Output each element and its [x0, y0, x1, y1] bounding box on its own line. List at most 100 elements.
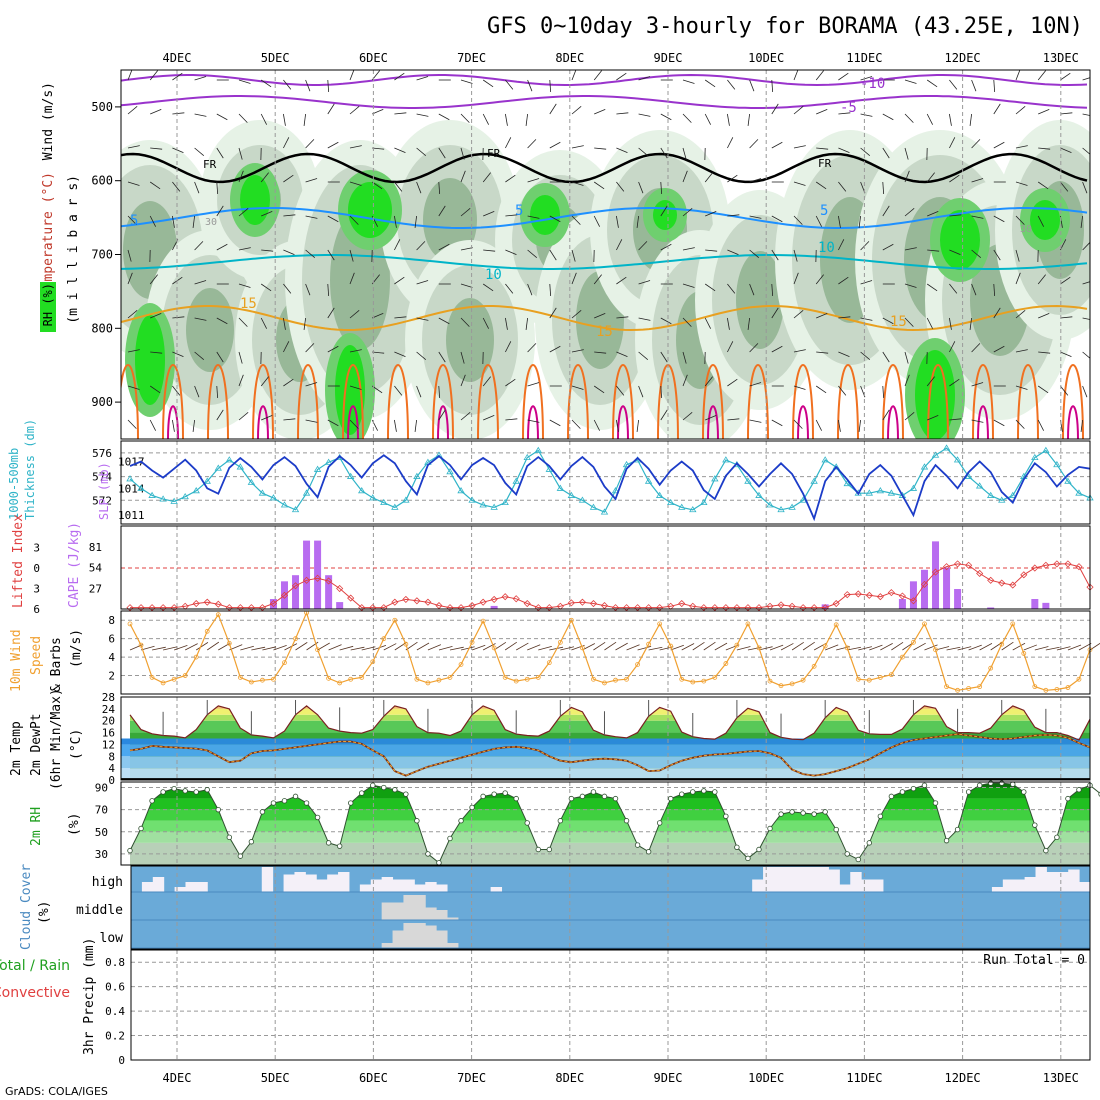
- wind10m-speed-point: [326, 675, 332, 681]
- thickness-point: [236, 463, 245, 470]
- wind-barb: [1015, 385, 1028, 390]
- wind-barb: [638, 76, 651, 81]
- wind-barb: [1015, 349, 1028, 353]
- cloud-bar-high: [174, 887, 186, 892]
- wind10m-speed-point: [624, 676, 629, 682]
- wind10m-speed-point: [1076, 676, 1082, 682]
- wind10m-speed-point: [1065, 685, 1071, 690]
- wind-barb: [571, 70, 577, 81]
- cloud-bar-high: [327, 874, 339, 892]
- cloud-bar-middle: [403, 895, 415, 920]
- thickness-point: [722, 456, 730, 463]
- isotherm-20: [522, 364, 544, 439]
- wind-barb: [727, 174, 738, 183]
- wind10m-speed-point: [524, 676, 530, 682]
- rh2m-point: [281, 798, 288, 804]
- rh2m-point: [447, 835, 453, 842]
- wind-barb: [349, 349, 362, 353]
- wind10m-speed-point: [193, 654, 199, 660]
- li-point: [1020, 571, 1028, 579]
- wind-barb: [971, 382, 984, 387]
- rh2m-point: [491, 791, 497, 797]
- thickness-point: [611, 487, 620, 494]
- wind-barb: [460, 113, 470, 123]
- wind-barb: [505, 418, 518, 421]
- wind10m-barb: [637, 646, 652, 651]
- freezing-label: FR: [203, 158, 217, 171]
- isotherm-25: [527, 405, 539, 439]
- wind-barb: [460, 283, 473, 288]
- rh2m-point: [645, 849, 652, 855]
- cloud-bar-high: [283, 874, 295, 892]
- wind-barb: [349, 309, 360, 319]
- wind-barb: [838, 215, 841, 228]
- rh-fill-band: [130, 783, 1090, 788]
- thickness-point: [700, 498, 708, 506]
- rh-fill-band: [130, 831, 1090, 843]
- wind-barb: [460, 170, 466, 183]
- wind-barb: [926, 317, 933, 329]
- thickness-point: [247, 478, 256, 485]
- wind-barb: [527, 178, 540, 183]
- li-tick-label: 3: [33, 583, 40, 596]
- wind-barb: [949, 113, 952, 126]
- wind-barb: [127, 309, 138, 319]
- thickness-point: [567, 491, 576, 498]
- wind-barb: [926, 79, 938, 88]
- rh2m-point: [392, 787, 398, 793]
- wind-barb: [815, 419, 822, 431]
- wind-barb: [1015, 181, 1028, 186]
- li-point: [1075, 563, 1083, 571]
- thickness-point: [666, 498, 675, 506]
- wind-barb: [727, 418, 740, 421]
- wind-barb: [1060, 351, 1072, 358]
- wind10m-barb: [858, 646, 872, 651]
- cloud-bar-high: [381, 877, 394, 892]
- wind-barb: [1038, 351, 1051, 354]
- li-point: [302, 576, 311, 584]
- cloud-bar-high: [261, 867, 274, 892]
- day-label-bottom: 5DEC: [261, 1071, 290, 1085]
- rh2m-point: [314, 814, 321, 821]
- day-label-bottom: 9DEC: [654, 1071, 683, 1085]
- isotherm-20: [1062, 364, 1084, 439]
- rh2m-point: [756, 846, 762, 853]
- wind-barb: [793, 419, 803, 429]
- rh2m-point: [226, 834, 233, 841]
- wind-barb: [416, 351, 427, 361]
- wind-barb: [971, 79, 977, 92]
- wind-barb: [771, 141, 783, 149]
- wind-barb: [260, 79, 272, 88]
- wind10m-speed-point: [756, 645, 762, 651]
- wind-barb: [638, 351, 649, 361]
- isotherm-20: [567, 364, 589, 439]
- wind-barb: [571, 105, 582, 115]
- thickness-point: [975, 482, 984, 489]
- wind-barb: [838, 112, 851, 115]
- wind10m-speed-point: [293, 636, 298, 642]
- rh2m-point: [833, 826, 839, 833]
- wind-barb: [882, 205, 890, 217]
- thickness-axis-label: 1000-500mb: [7, 448, 21, 520]
- wind-barb: [305, 178, 318, 183]
- wind10m-speed-point: [955, 687, 960, 693]
- wind-barb: [682, 247, 695, 251]
- cloud-bar-high: [414, 884, 426, 892]
- wind-barb: [838, 351, 850, 358]
- li-point: [843, 591, 851, 599]
- rh2m-point: [976, 782, 983, 789]
- thickness-tick-label: 574: [92, 471, 112, 484]
- wind-barb: [372, 147, 385, 150]
- cloud-bar-high: [991, 887, 1004, 892]
- thickness-point: [920, 463, 929, 470]
- wind-barb: [1082, 351, 1090, 359]
- rh-contour-label: 30: [205, 217, 217, 228]
- isotherm-20: [1017, 364, 1039, 439]
- li-point: [876, 593, 884, 601]
- wind-barb: [505, 79, 514, 90]
- rh2m-point: [171, 785, 177, 792]
- temp-fill-band: [130, 705, 1090, 709]
- wind10m-barb: [957, 646, 972, 651]
- wind-barb: [172, 215, 175, 228]
- thickness-point: [346, 472, 355, 479]
